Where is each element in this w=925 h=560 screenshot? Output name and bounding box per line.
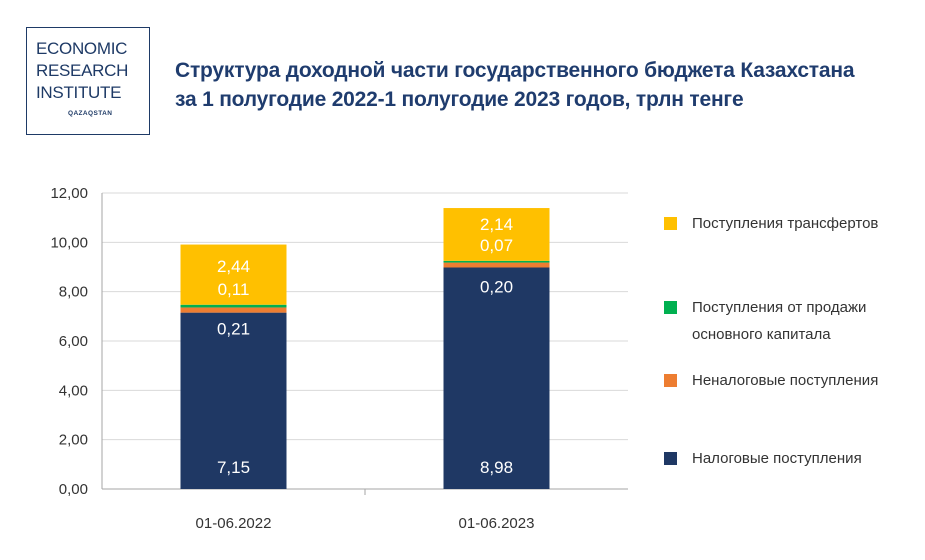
y-tick-label: 8,00: [59, 284, 88, 301]
bar-segment: [443, 262, 550, 268]
x-tick-label: 01-06.2022: [196, 515, 272, 532]
legend-label: Налоговые поступления: [692, 450, 862, 467]
bar-segment: [443, 260, 550, 263]
y-tick-label: 10,00: [50, 234, 88, 251]
legend-label: Поступления трансфертов: [692, 215, 879, 232]
data-label: 8,98: [480, 458, 513, 477]
legend-swatch: [664, 301, 677, 314]
y-tick-label: 6,00: [59, 333, 88, 350]
legend-label: Поступления от продажи основного капитала: [692, 299, 867, 343]
logo-line: RESEARCH: [36, 61, 129, 80]
data-label: 0,07: [480, 236, 513, 255]
chart-title-line1: Структура доходной части государственног…: [175, 59, 855, 82]
data-label: 0,21: [217, 320, 250, 339]
chart-title: Структура доходной части государственног…: [175, 56, 905, 114]
logo: ECONOMIC RESEARCH INSTITUTE QAZAQSTAN: [26, 27, 150, 135]
data-label: 2,14: [480, 215, 513, 234]
y-tick-label: 2,00: [59, 432, 88, 449]
legend-swatch: [664, 452, 677, 465]
data-label: 7,15: [217, 458, 250, 477]
chart-title-line2: за 1 полугодие 2022-1 полугодие 2023 год…: [175, 88, 744, 111]
bar-segment: [180, 304, 287, 308]
bar-segment: [443, 208, 550, 261]
x-tick-label: 01-06.2023: [459, 515, 535, 532]
bar-segment: [180, 307, 287, 313]
logo-line: ECONOMIC: [36, 39, 128, 58]
legend-label: Неналоговые поступления: [692, 372, 879, 389]
bar-segment: [180, 312, 287, 489]
y-tick-label: 12,00: [50, 185, 88, 202]
data-label: 0,20: [480, 278, 513, 297]
logo-line: INSTITUTE: [36, 83, 122, 102]
logo-sub: QAZAQSTAN: [68, 110, 113, 117]
bar-segment: [443, 267, 550, 489]
y-tick-label: 0,00: [59, 481, 88, 498]
bar-segment: [180, 244, 287, 305]
data-label: 0,11: [218, 280, 250, 299]
legend-swatch: [664, 217, 677, 230]
y-tick-label: 4,00: [59, 382, 88, 399]
data-label: 2,44: [217, 257, 250, 276]
legend-swatch: [664, 374, 677, 387]
